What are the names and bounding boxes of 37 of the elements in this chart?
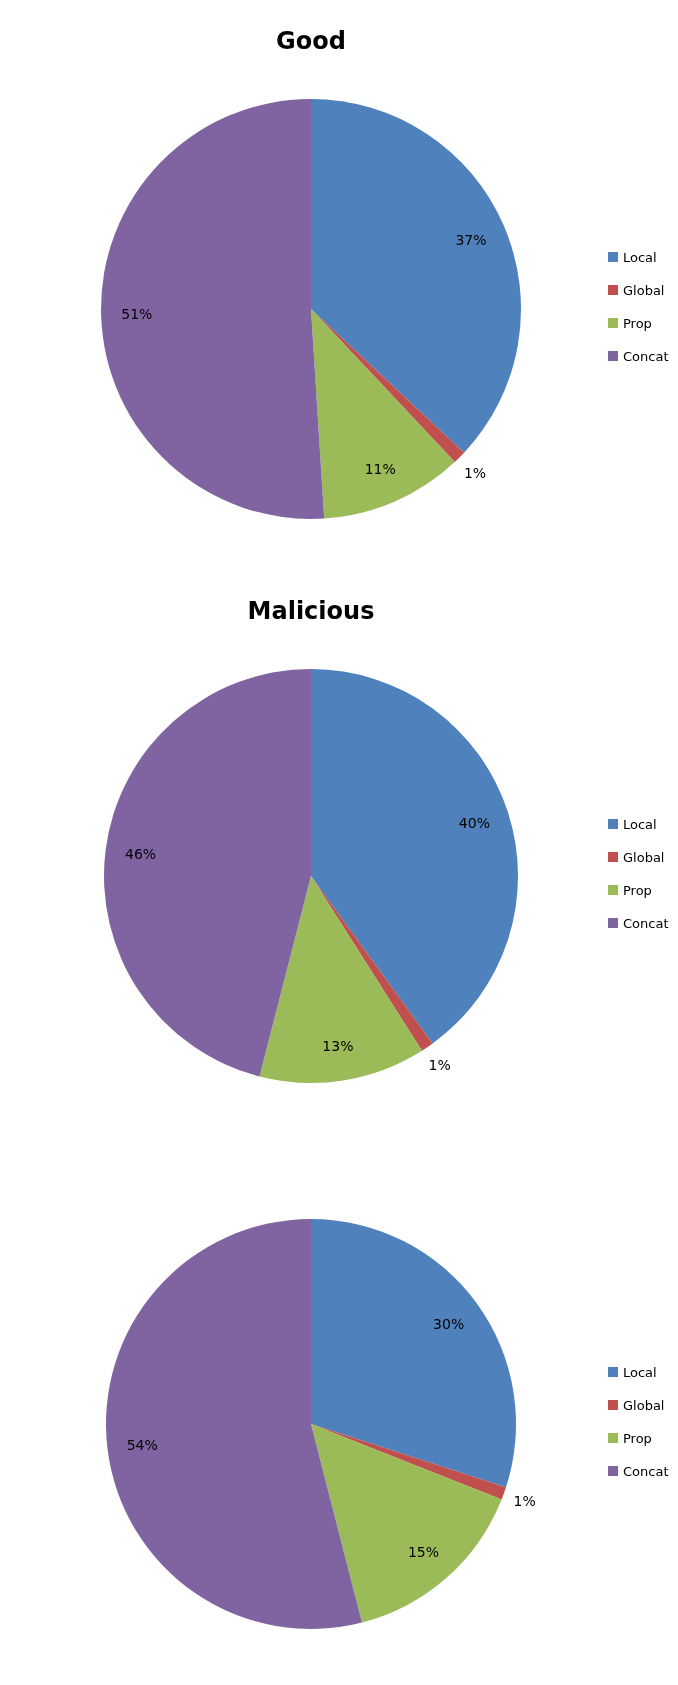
data-label: 15% — [407, 1543, 440, 1560]
chart-title: Good — [276, 27, 346, 55]
legend-label: Local — [623, 249, 657, 265]
legend-label: Global — [623, 849, 665, 865]
pie-slice — [311, 99, 521, 453]
data-label: 1% — [428, 1057, 451, 1074]
data-label: 1% — [463, 464, 487, 481]
legend-label: Local — [623, 1364, 657, 1380]
legend-label: Prop — [623, 882, 652, 898]
data-label: 1% — [513, 1492, 536, 1509]
pie-slice — [311, 1424, 506, 1500]
pie-slice — [311, 1219, 516, 1488]
legend-label: Prop — [623, 1430, 652, 1446]
pie-slice — [311, 876, 433, 1051]
legend-label: Global — [623, 282, 665, 298]
pie-slice — [104, 669, 311, 1077]
data-label: 40% — [458, 814, 490, 831]
pie-slice — [311, 309, 455, 519]
pie-slice — [259, 876, 422, 1083]
chart-title: Malicious — [247, 597, 375, 625]
data-label: 37% — [455, 231, 487, 248]
pie-slice — [311, 1424, 502, 1623]
legend-label: Concat — [623, 348, 669, 364]
data-label: 11% — [364, 460, 396, 477]
data-label: 30% — [433, 1315, 465, 1332]
legend-label: Global — [623, 1397, 665, 1413]
legend-label: Local — [623, 816, 657, 832]
pie-slice — [101, 99, 325, 519]
pie-slice — [106, 1219, 362, 1629]
legend-label: Concat — [623, 1463, 669, 1479]
legend-label: Concat — [623, 915, 669, 931]
data-label: 54% — [126, 1437, 158, 1454]
data-label: 13% — [322, 1037, 354, 1054]
data-label: 51% — [121, 306, 153, 323]
pie-slice — [311, 309, 465, 463]
data-label: 46% — [124, 846, 157, 863]
legend-label: Prop — [623, 315, 652, 331]
